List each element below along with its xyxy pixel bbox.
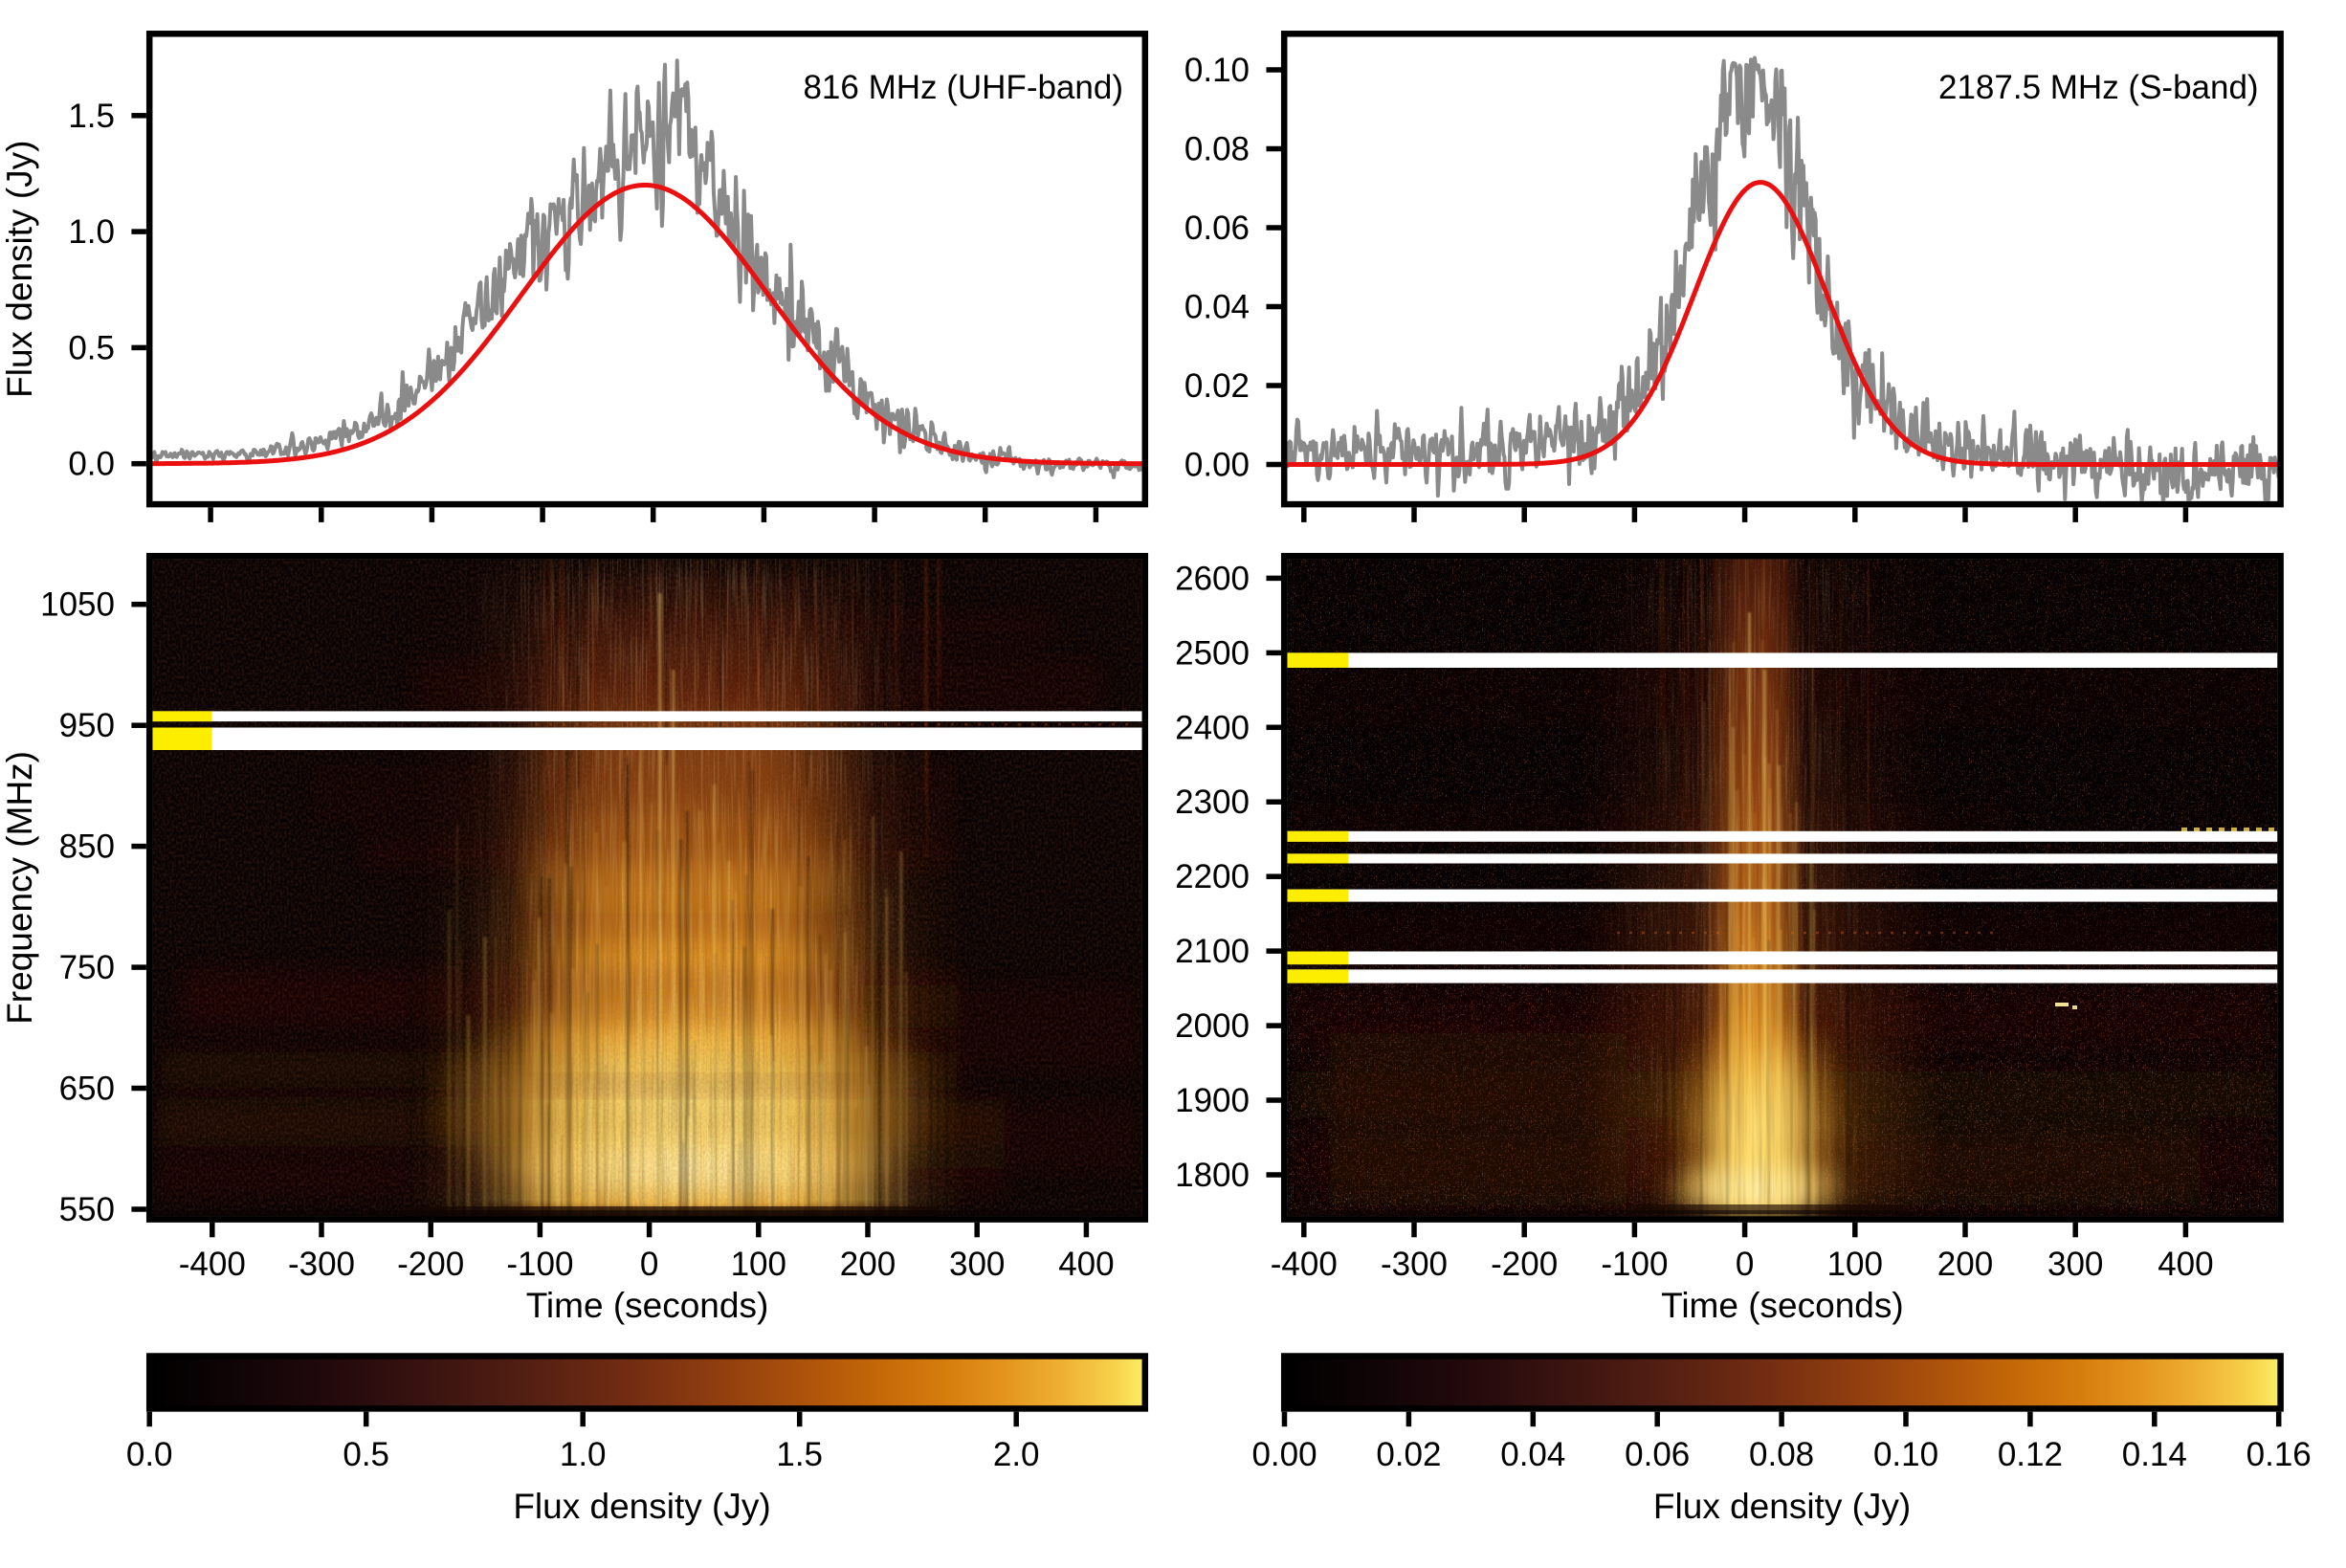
svg-text:1.0: 1.0 — [68, 213, 115, 251]
svg-text:-400: -400 — [179, 1246, 246, 1283]
svg-text:2500: 2500 — [1175, 634, 1250, 672]
svg-text:816 MHz (UHF-band): 816 MHz (UHF-band) — [803, 69, 1123, 106]
svg-text:1.0: 1.0 — [560, 1436, 607, 1473]
svg-text:1800: 1800 — [1175, 1157, 1250, 1194]
svg-text:-200: -200 — [1491, 1246, 1558, 1283]
svg-text:0.06: 0.06 — [1625, 1436, 1690, 1473]
svg-text:0.04: 0.04 — [1500, 1436, 1565, 1473]
svg-text:-100: -100 — [506, 1246, 573, 1283]
svg-text:2200: 2200 — [1175, 858, 1250, 895]
svg-text:0.08: 0.08 — [1749, 1436, 1814, 1473]
svg-text:0.00: 0.00 — [1184, 447, 1250, 484]
svg-text:-100: -100 — [1601, 1246, 1668, 1283]
svg-text:0: 0 — [1736, 1246, 1754, 1283]
svg-text:-300: -300 — [288, 1246, 355, 1283]
svg-text:-400: -400 — [1271, 1246, 1338, 1283]
svg-text:2600: 2600 — [1175, 560, 1250, 597]
svg-text:Flux density (Jy): Flux density (Jy) — [0, 141, 39, 398]
svg-text:400: 400 — [1058, 1246, 1114, 1283]
svg-text:0.00: 0.00 — [1251, 1436, 1317, 1473]
svg-text:750: 750 — [59, 949, 115, 986]
svg-text:0.10: 0.10 — [1184, 52, 1250, 89]
svg-text:Time (seconds): Time (seconds) — [526, 1286, 769, 1325]
svg-text:2187.5 MHz (S-band): 2187.5 MHz (S-band) — [1938, 69, 2259, 106]
svg-text:100: 100 — [1827, 1246, 1883, 1283]
svg-text:0.16: 0.16 — [2246, 1436, 2312, 1473]
svg-text:2.0: 2.0 — [993, 1436, 1040, 1473]
svg-text:1.5: 1.5 — [68, 98, 115, 135]
svg-text:Time (seconds): Time (seconds) — [1661, 1286, 1904, 1325]
svg-text:100: 100 — [731, 1246, 786, 1283]
svg-text:1.5: 1.5 — [776, 1436, 823, 1473]
svg-text:0.5: 0.5 — [343, 1436, 389, 1473]
svg-text:0.06: 0.06 — [1184, 210, 1250, 247]
svg-text:200: 200 — [1937, 1246, 1993, 1283]
svg-text:-200: -200 — [397, 1246, 464, 1283]
svg-text:0.5: 0.5 — [68, 329, 115, 366]
svg-text:Flux density (Jy): Flux density (Jy) — [513, 1487, 770, 1526]
svg-text:0.12: 0.12 — [1998, 1436, 2063, 1473]
svg-text:300: 300 — [949, 1246, 1005, 1283]
svg-text:1900: 1900 — [1175, 1082, 1250, 1119]
svg-text:0.04: 0.04 — [1184, 289, 1250, 326]
svg-text:400: 400 — [2158, 1246, 2213, 1283]
svg-text:2400: 2400 — [1175, 709, 1250, 746]
svg-text:850: 850 — [59, 828, 115, 866]
svg-text:Flux density (Jy): Flux density (Jy) — [1653, 1487, 1911, 1526]
svg-text:Frequency (MHz): Frequency (MHz) — [0, 751, 39, 1025]
svg-text:0.14: 0.14 — [2122, 1436, 2187, 1473]
svg-text:200: 200 — [840, 1246, 896, 1283]
svg-text:0.0: 0.0 — [126, 1436, 173, 1473]
svg-text:0: 0 — [640, 1246, 658, 1283]
svg-text:950: 950 — [59, 707, 115, 744]
svg-text:0.02: 0.02 — [1184, 367, 1250, 405]
svg-text:550: 550 — [59, 1191, 115, 1228]
svg-text:0.10: 0.10 — [1873, 1436, 1938, 1473]
svg-text:0.02: 0.02 — [1376, 1436, 1441, 1473]
svg-text:0.0: 0.0 — [68, 446, 115, 483]
svg-text:650: 650 — [59, 1071, 115, 1108]
svg-text:2000: 2000 — [1175, 1007, 1250, 1045]
svg-text:-300: -300 — [1381, 1246, 1448, 1283]
svg-text:2100: 2100 — [1175, 933, 1250, 970]
svg-text:2300: 2300 — [1175, 784, 1250, 821]
svg-text:1050: 1050 — [40, 586, 115, 624]
svg-text:300: 300 — [2047, 1246, 2103, 1283]
svg-text:0.08: 0.08 — [1184, 131, 1250, 168]
